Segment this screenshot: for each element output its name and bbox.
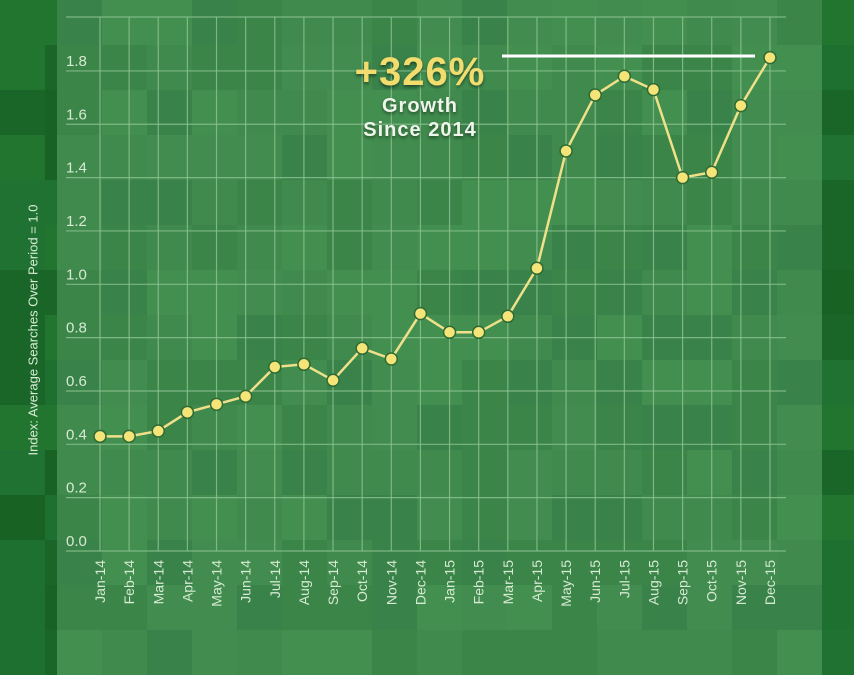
x-tick-label: Oct-15	[704, 560, 720, 602]
growth-callout: +326% Growth Since 2014	[330, 50, 510, 142]
x-tick-label: Apr-14	[179, 560, 195, 602]
growth-label: Growth	[382, 95, 458, 117]
x-tick-label: Aug-15	[645, 560, 661, 605]
data-point-marker	[151, 424, 166, 438]
data-point-marker	[268, 360, 282, 374]
data-point-marker	[413, 306, 428, 321]
x-tick-label: Feb-14	[121, 560, 137, 605]
x-tick-label: Nov-14	[383, 560, 399, 605]
line-chart: 0.0 0.2 0.4 0.6 0.8 1.0 1.2 1.4 1.6 1.8 Jan-14 Feb…	[66, 16, 786, 607]
x-tick-label: Sep-14	[325, 560, 341, 605]
x-tick-label: Dec-15	[762, 560, 778, 605]
data-point-marker	[471, 325, 486, 340]
x-tick-label: May-14	[209, 560, 225, 607]
data-point-marker	[734, 98, 748, 113]
x-tick-label: Jan-14	[92, 560, 108, 603]
data-point-marker	[93, 429, 107, 444]
data-point-marker	[617, 69, 632, 84]
x-tick-label: Nov-15	[733, 560, 749, 605]
data-point-marker	[355, 341, 369, 356]
y-tick-label: 0.6	[66, 373, 87, 390]
y-tick-label: 0.4	[66, 426, 87, 443]
y-tick-label: 1.8	[66, 53, 87, 70]
data-point-marker	[209, 397, 224, 412]
data-markers	[93, 50, 777, 444]
y-tick-label: 1.0	[66, 266, 87, 283]
data-point-marker	[297, 357, 311, 372]
x-tick-label: Sep-15	[675, 560, 691, 605]
data-point-marker	[559, 144, 573, 158]
x-tick-label: Apr-15	[529, 560, 545, 602]
y-tick-label: 0.0	[66, 533, 87, 550]
x-tick-label: Oct-14	[354, 560, 370, 602]
growth-value: +326%	[354, 50, 486, 94]
data-point-marker	[704, 165, 719, 180]
x-tick-label: Aug-14	[296, 560, 312, 605]
x-tick-label: Mar-14	[150, 560, 166, 605]
y-tick-label: 1.6	[66, 106, 87, 123]
y-tick-label: 0.8	[66, 320, 87, 337]
data-point-marker	[675, 170, 690, 185]
x-tick-label: Jun-14	[238, 560, 254, 603]
data-point-marker	[238, 389, 253, 404]
x-axis-ticks: Jan-14 Feb-14 Mar-14 Apr-14 May-14 Jun-14 Jul-…	[92, 560, 778, 607]
y-axis-ticks: 0.0 0.2 0.4 0.6 0.8 1.0 1.2 1.4 1.6 1.8	[66, 53, 87, 550]
data-point-marker	[763, 50, 777, 65]
data-point-marker	[122, 429, 136, 444]
x-tick-label: Dec-14	[412, 560, 428, 605]
data-point-marker	[588, 88, 602, 102]
data-point-marker	[442, 325, 457, 340]
x-tick-label: Jul-14	[267, 560, 283, 598]
growth-since: Since 2014	[363, 119, 477, 141]
y-tick-label: 1.2	[66, 213, 87, 230]
y-tick-label: 0.2	[66, 480, 87, 497]
x-tick-label: Jan-15	[442, 560, 458, 603]
data-point-marker	[180, 405, 195, 420]
data-point-marker	[384, 352, 399, 366]
data-point-marker	[530, 261, 544, 276]
data-point-marker	[326, 373, 340, 388]
data-point-marker	[501, 309, 515, 324]
x-tick-label: Jun-15	[587, 560, 603, 603]
x-tick-label: Mar-15	[500, 560, 516, 605]
x-tick-label: Feb-15	[471, 560, 487, 605]
y-tick-label: 1.4	[66, 160, 87, 177]
data-point-marker	[646, 82, 661, 97]
x-tick-label: May-15	[558, 560, 574, 607]
x-tick-label: Jul-15	[616, 560, 632, 598]
